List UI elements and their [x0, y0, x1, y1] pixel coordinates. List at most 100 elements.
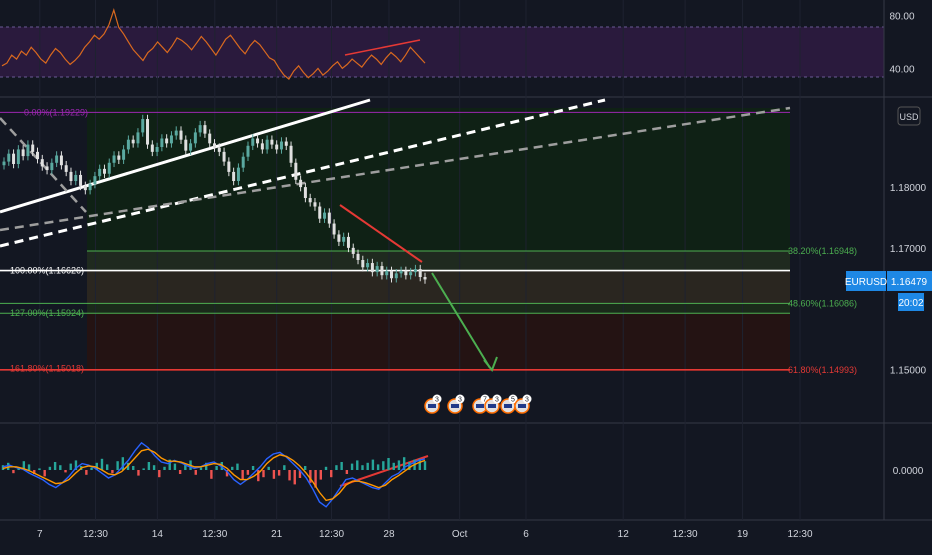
macd-histogram-bar — [225, 470, 229, 477]
countdown-value: 20:02 — [898, 298, 923, 309]
time-tick-label: 12:30 — [788, 529, 813, 540]
time-tick-label: 14 — [152, 529, 164, 540]
candle-body — [169, 135, 173, 144]
trendline-dashed-white[interactable] — [0, 98, 606, 248]
candle-body — [323, 212, 327, 219]
candle-body — [112, 155, 116, 163]
macd-histogram-bar — [319, 470, 323, 480]
macd-histogram-bar — [366, 462, 369, 470]
candle-body — [64, 165, 68, 172]
candle-body — [150, 144, 154, 152]
current-price-tag[interactable]: EURUSD 1.16479 20:02 — [845, 271, 932, 311]
candle-body — [241, 156, 245, 168]
grid — [39, 0, 801, 520]
macd-histogram-bar — [277, 470, 281, 476]
candle-body — [50, 162, 54, 171]
candle-body — [399, 270, 403, 274]
trendline-channel-top[interactable] — [0, 98, 371, 214]
macd-histogram-bar — [392, 462, 395, 470]
symbol-tag-bg — [846, 271, 886, 291]
rsi-line — [1, 7, 426, 81]
macd-line — [2, 441, 426, 508]
time-tick-label: 12:30 — [202, 529, 227, 540]
macd-histogram-bar — [335, 465, 338, 470]
price-tick-label: 1.15000 — [890, 365, 927, 376]
time-tick-label: 7 — [37, 529, 43, 540]
candle-body — [275, 144, 279, 150]
economic-events[interactable]: 3 3 7 3 5 3 — [424, 394, 532, 414]
currency-badge[interactable]: USD — [897, 106, 921, 126]
candle-body — [93, 176, 97, 185]
candle-body — [375, 266, 379, 273]
macd-histogram-bar — [22, 461, 26, 470]
trendline-dashed-grey[interactable] — [0, 106, 791, 232]
price-tick-label: 1.17000 — [890, 244, 927, 255]
macd-histogram-bar — [137, 470, 140, 476]
macd-histogram-bar — [231, 466, 234, 470]
candle-body — [146, 119, 150, 145]
macd-histogram-bar — [43, 470, 46, 477]
macd-histogram-bar — [262, 470, 265, 478]
fib-zone-red — [87, 313, 790, 371]
time-tick-label: Oct — [452, 529, 468, 540]
macd-histogram-bar — [194, 470, 197, 475]
macd-histogram-bar — [74, 460, 78, 470]
macd-histogram-bar — [7, 462, 10, 470]
candle-body — [189, 143, 193, 151]
candle-body — [55, 155, 59, 163]
macd-tick-label: 0.0000 — [893, 466, 924, 477]
macd-histogram-bar — [418, 458, 421, 470]
macd-histogram-bar — [330, 470, 333, 478]
candle-body — [284, 141, 288, 146]
fib-retracement[interactable]: 0.00%(1.19229) 38.20%(1.16948) 100.00%(1.1… — [0, 107, 857, 375]
time-tick-label: 6 — [523, 529, 529, 540]
macd-histogram-bar — [132, 466, 135, 470]
divergence-line-rsi[interactable] — [344, 39, 421, 56]
macd-histogram-bar — [246, 470, 250, 475]
macd-histogram-bar — [340, 462, 343, 470]
candle-body — [102, 168, 106, 174]
candle-body — [2, 161, 6, 166]
macd-histogram-bar — [69, 463, 72, 470]
macd-histogram-bar — [204, 462, 208, 470]
candle-body — [107, 162, 111, 174]
candle-body — [88, 184, 92, 191]
candle-body — [380, 266, 384, 276]
fib-level-label: 0.00%(1.19229) — [24, 107, 88, 117]
macd-histogram-bar — [324, 466, 328, 470]
candle-body — [12, 153, 16, 165]
macd-histogram-bar — [178, 470, 182, 474]
fib-zone-green — [87, 304, 790, 313]
countdown-bg — [898, 293, 924, 311]
flag-stripe-icon — [451, 404, 459, 408]
flag-stripe-icon — [488, 404, 496, 408]
divergence-line-price[interactable] — [339, 204, 423, 263]
candle-body — [31, 144, 35, 152]
macd-histogram-bar — [251, 466, 255, 470]
candle-body — [299, 179, 303, 188]
macd-histogram-bar — [371, 459, 375, 470]
macd-histogram-bar — [267, 466, 270, 470]
macd-panel — [1, 441, 427, 508]
time-tick-label: 12:30 — [319, 529, 344, 540]
rsi-band — [0, 27, 884, 77]
projection-arrow[interactable] — [431, 272, 491, 369]
event-count-badge — [508, 394, 518, 404]
fib-zone-white — [87, 271, 790, 304]
candle-body — [126, 139, 130, 150]
currency-badge-bg — [897, 106, 921, 126]
candle-body — [131, 139, 135, 144]
candle-body — [26, 144, 30, 157]
macd-histogram-bar — [408, 462, 411, 470]
macd-histogram-bar — [33, 470, 36, 474]
candle-body — [289, 145, 293, 163]
event-count-label: 3 — [435, 397, 439, 404]
macd-histogram-bar — [423, 461, 427, 470]
fib-level-label: 161.80%(1.15018) — [10, 363, 84, 373]
macd-histogram-bar — [158, 470, 161, 478]
candle-body — [294, 162, 298, 180]
macd-histogram-bar — [152, 465, 156, 470]
macd-histogram-bar — [64, 470, 67, 473]
candle-body — [332, 223, 336, 235]
